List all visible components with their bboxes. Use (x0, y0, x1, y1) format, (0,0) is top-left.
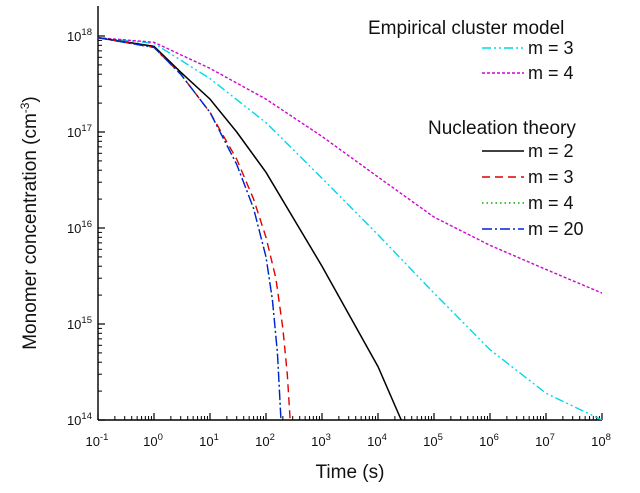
legend-group-title: Empirical cluster model (368, 18, 564, 39)
y-tick-label: 1016 (67, 219, 92, 236)
x-axis-title: Time (s) (316, 462, 385, 483)
series-line (98, 37, 291, 420)
series-line (98, 37, 282, 420)
y-tick-label: 1015 (67, 315, 92, 332)
series-line (98, 36, 402, 420)
x-tick-label: 107 (535, 432, 555, 449)
x-tick-label: 10-1 (86, 432, 109, 449)
y-tick-label: 1017 (67, 123, 92, 140)
series-line (98, 37, 282, 420)
y-tick-label: 1018 (67, 27, 92, 44)
series-line (98, 37, 602, 420)
x-tick-label: 102 (255, 432, 275, 449)
x-tick-label: 106 (479, 432, 499, 449)
x-tick-label: 104 (367, 432, 387, 449)
x-tick-label: 108 (591, 432, 611, 449)
legend-label: m = 4 (528, 193, 574, 213)
x-tick-label: 100 (143, 432, 163, 449)
legend-group-title: Nucleation theory (428, 118, 576, 139)
x-tick-label: 101 (199, 432, 219, 449)
legend-label: m = 4 (528, 63, 574, 83)
y-axis-title: Monomer concentration (cm-3) (18, 96, 41, 350)
y-tick-label: 1014 (67, 411, 92, 428)
legend-label: m = 2 (528, 141, 574, 161)
legend-label: m = 3 (528, 167, 574, 187)
legend-label: m = 20 (528, 219, 584, 239)
x-tick-label: 103 (311, 432, 331, 449)
series-line (98, 37, 602, 294)
series-group (98, 36, 602, 420)
legend-label: m = 3 (528, 38, 574, 58)
x-tick-label: 105 (423, 432, 443, 449)
